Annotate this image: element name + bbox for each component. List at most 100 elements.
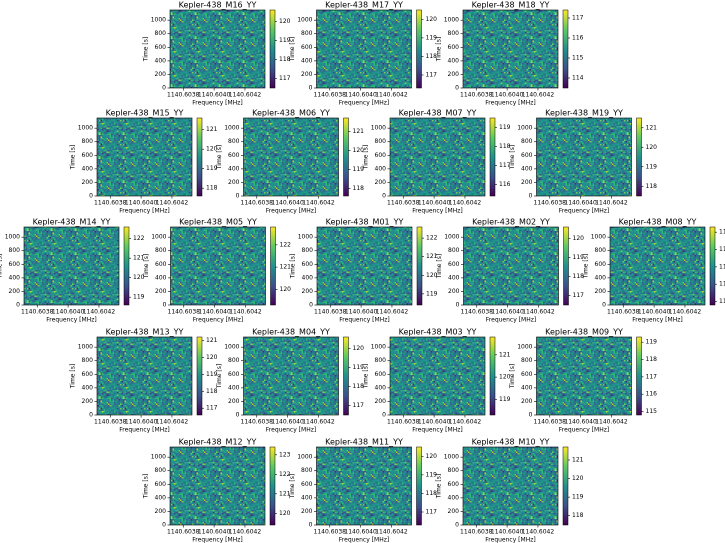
colorbar-tick-label: 118 [426, 53, 438, 60]
heatmap-image [96, 117, 193, 197]
colorbar-tick-label: 118 [572, 512, 584, 519]
x-axis-label: Frequency [MHz] [192, 537, 242, 543]
x-tick-label: 1140.6038 [21, 309, 54, 316]
x-axis-label: Frequency [MHz] [193, 317, 243, 324]
y-tick-label: 400 [521, 384, 533, 391]
y-tick-label: 800 [521, 357, 533, 364]
heatmap-image [462, 446, 559, 526]
colorbar-tick-label: 120 [206, 354, 218, 361]
panel-title: Kepler-438_M18_YY [472, 1, 550, 10]
y-tick-label: 0 [456, 302, 460, 309]
y-tick-label: 600 [228, 152, 240, 159]
colorbar [489, 336, 496, 416]
colorbar-tick-label: 120 [426, 272, 438, 279]
heatmap-image [462, 9, 559, 89]
x-tick-label: 1140.6038 [387, 200, 420, 207]
y-tick-label: 800 [375, 138, 387, 145]
colorbar-tick-label: 117 [572, 15, 584, 22]
colorbar-tick-label: 121 [572, 457, 584, 464]
panel: Kepler-438_M05_YY 1140.60381140.60401140.… [143, 218, 291, 324]
y-tick-label: 800 [448, 247, 460, 254]
y-axis-label: Time [s] [143, 37, 150, 62]
colorbar [343, 117, 349, 197]
panel-title: Kepler-438_M10_YY [472, 438, 550, 447]
x-tick-label: 1140.6040 [198, 92, 231, 99]
colorbar-tick-label: 119 [499, 396, 511, 403]
x-tick-label: 1140.6038 [94, 200, 127, 207]
panel-title: Kepler-438_M08_YY [619, 218, 697, 227]
heatmap-image [169, 9, 266, 89]
y-tick-label: 1000 [371, 344, 386, 351]
colorbar-tick-label: 121 [353, 128, 365, 135]
y-tick-label: 600 [375, 152, 387, 159]
y-tick-label: 600 [301, 44, 313, 51]
colorbar-tick-label: 120 [279, 18, 291, 25]
y-tick-label: 600 [228, 371, 240, 378]
y-axis-label: Time [s] [436, 37, 443, 62]
x-tick-label: 1140.6040 [638, 309, 671, 316]
y-tick-label: 0 [309, 85, 313, 92]
y-tick-label: 0 [16, 302, 20, 309]
colorbar-tick-label: 119 [646, 339, 658, 346]
x-tick-label: 1140.6040 [271, 200, 304, 207]
x-tick-label: 1140.6040 [344, 529, 377, 536]
y-tick-label: 1000 [371, 125, 386, 132]
x-tick-label: 1140.6042 [522, 309, 555, 316]
y-tick-label: 400 [448, 274, 460, 281]
y-tick-label: 600 [155, 481, 167, 488]
colorbar-tick-label: 120 [133, 274, 145, 281]
x-tick-label: 1140.6042 [522, 92, 555, 99]
y-tick-label: 800 [155, 467, 167, 474]
x-tick-label: 1140.6042 [156, 200, 189, 207]
y-tick-label: 0 [162, 522, 166, 529]
y-tick-label: 200 [301, 71, 313, 78]
y-tick-label: 0 [163, 302, 167, 309]
y-tick-label: 0 [455, 522, 459, 529]
colorbar-tick-label: 116 [719, 229, 725, 236]
x-tick-label: 1140.6038 [241, 419, 274, 426]
colorbar-tick-label: 122 [280, 241, 292, 248]
heatmap-image [536, 336, 632, 416]
heatmap-image [609, 226, 706, 306]
x-axis-label: Frequency [MHz] [339, 537, 389, 543]
y-tick-label: 1000 [444, 234, 459, 241]
y-tick-label: 400 [375, 165, 387, 172]
x-tick-label: 1140.6040 [418, 200, 451, 207]
x-tick-label: 1140.6042 [669, 309, 702, 316]
colorbar-tick-label: 120 [646, 144, 658, 151]
x-tick-label: 1140.6038 [460, 529, 493, 536]
x-tick-label: 1140.6038 [534, 419, 567, 426]
y-tick-label: 1000 [444, 17, 459, 24]
y-tick-label: 0 [455, 85, 459, 92]
panel: Kepler-438_M14_YY 1140.60381140.60401140.… [0, 218, 145, 324]
colorbar-tick-label: 117 [499, 162, 511, 169]
x-tick-label: 1140.6038 [167, 92, 200, 99]
x-tick-label: 1140.6040 [491, 529, 524, 536]
y-axis-label: Time [s] [216, 145, 223, 170]
x-axis-label: Frequency [MHz] [192, 100, 242, 107]
colorbar-tick-label: 120 [572, 475, 584, 482]
y-tick-label: 400 [228, 384, 240, 391]
colorbar-tick-label: 118 [646, 356, 658, 363]
colorbar-tick-label: 117 [573, 292, 585, 299]
colorbar-tick-label: 120 [499, 374, 511, 381]
colorbar [416, 446, 422, 526]
x-axis-label: Frequency [MHz] [46, 317, 96, 324]
panel-title: Kepler-438_M09_YY [545, 328, 623, 337]
panel-title: Kepler-438_M15_YY [106, 109, 184, 118]
colorbar-tick-label: 119 [133, 294, 145, 301]
heatmap-image [243, 336, 339, 416]
y-tick-label: 1000 [224, 344, 239, 351]
y-axis-label: Time [s] [436, 474, 443, 499]
y-tick-label: 400 [155, 57, 167, 64]
x-tick-label: 1140.6038 [168, 309, 201, 316]
y-tick-label: 0 [529, 412, 533, 419]
colorbar-tick-label: 119 [499, 124, 511, 131]
x-axis-label: Frequency [MHz] [412, 427, 462, 434]
y-tick-label: 400 [228, 165, 240, 172]
heatmap-image [96, 336, 193, 416]
y-tick-label: 200 [155, 71, 167, 78]
y-tick-label: 200 [155, 508, 167, 515]
y-tick-label: 1000 [591, 234, 606, 241]
colorbar-tick-label: 121 [280, 264, 292, 271]
